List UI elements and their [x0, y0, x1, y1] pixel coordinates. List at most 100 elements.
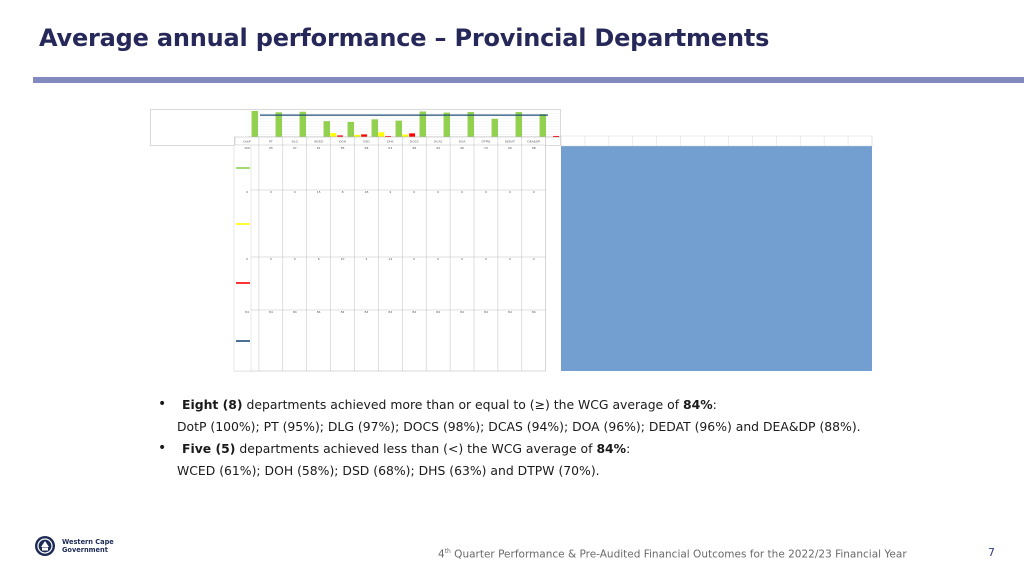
western-cape-crest-icon	[35, 536, 55, 556]
table-cell-s1-c8: 0	[437, 190, 439, 194]
table-cell-s3-c1: 84	[269, 310, 273, 314]
table-cell-s0-c1: 95	[269, 146, 273, 150]
bar-doh-s0	[347, 121, 355, 137]
footer-quarter: 4	[438, 548, 445, 561]
bar-wced-s1	[330, 133, 337, 137]
table-cell-s1-c7: 0	[413, 190, 415, 194]
table-cell-s0-c0: 100	[244, 146, 250, 150]
bar-dotp-s0	[251, 111, 259, 137]
page-title: Average annual performance – Provincial …	[39, 24, 770, 52]
bar-dhs-s0	[395, 120, 403, 137]
table-cell-s2-c9: 0	[461, 257, 463, 261]
bar-dlg-s0	[299, 111, 307, 137]
table-cell-s0-c6: 63	[388, 146, 392, 150]
category-label-dlg: DLG	[292, 140, 299, 144]
logo-line-2: Government	[62, 546, 108, 554]
category-label-dcas: DCAS	[434, 140, 442, 144]
performance-chart: DotP PT DLG WCED DOH DSD DHS DOCS DCAS DOA DTPW DED…	[150, 109, 873, 372]
table-cell-s0-c2: 97	[293, 146, 297, 150]
bullet-dot: •	[158, 396, 167, 412]
table-cell-s2-c6: 14	[388, 257, 392, 261]
bullet-colon: :	[712, 397, 717, 412]
bullet-below-average-list: WCED (61%); DOH (58%); DSD (68%); DHS (6…	[177, 463, 600, 478]
table-cell-s0-c5: 68	[365, 146, 369, 150]
table-cell-s2-c7: 0	[413, 257, 415, 261]
summary-bullets: • Eight (8) departments achieved more th…	[158, 394, 978, 482]
table-cell-s2-c2: 0	[294, 257, 296, 261]
table-cell-s1-c10: 0	[485, 190, 487, 194]
footer-description: Quarter Performance & Pre-Audited Financ…	[450, 548, 907, 561]
table-cell-s1-c3: 15	[317, 190, 321, 194]
table-cell-s3-c3: 84	[317, 310, 321, 314]
table-cell-s1-c1: 0	[270, 190, 272, 194]
table-cell-s2-c8: 0	[437, 257, 439, 261]
table-cell-s2-c10: 0	[485, 257, 487, 261]
category-label-doa: DOA	[459, 140, 467, 144]
table-cell-s2-c4: 10	[341, 257, 345, 261]
bullet-dot: •	[158, 440, 167, 456]
page-number: 7	[988, 546, 995, 559]
category-label-dtpw: DTPW	[481, 140, 490, 144]
bar-doh-s2	[361, 134, 368, 137]
blue-panel	[561, 146, 872, 371]
footer-text: 4th Quarter Performance & Pre-Audited Fi…	[438, 548, 907, 561]
category-label-dsd: DSD	[363, 140, 370, 144]
logo-text: Western Cape Government	[62, 538, 114, 554]
bullet-count: Eight (8)	[182, 397, 243, 412]
category-label-pt: PT	[269, 140, 273, 144]
table-cell-s0-c4: 58	[341, 146, 345, 150]
table-cell-s1-c9: 0	[461, 190, 463, 194]
bullet-colon: :	[626, 441, 631, 456]
table-cell-s1-c12: 0	[533, 190, 535, 194]
data-table	[234, 136, 547, 372]
bullet-text: departments achieved less than (<) the W…	[235, 441, 597, 456]
table-cell-s2-c3: 6	[318, 257, 320, 261]
category-label-dotp: DotP	[243, 140, 250, 144]
panel-header	[560, 135, 873, 147]
logo-line-1: Western Cape	[62, 538, 114, 546]
bullet-count: Five (5)	[182, 441, 236, 456]
table-cell-s1-c6: 9	[389, 190, 391, 194]
bar-wced-s0	[323, 121, 331, 137]
category-label-docs: DOCS	[410, 140, 419, 144]
table-cell-s3-c7: 84	[412, 310, 416, 314]
bar-dsd-s2	[385, 135, 392, 137]
footer-superscript: th	[444, 548, 451, 555]
table-cell-s1-c0: 0	[246, 190, 248, 194]
table-cell-s3-c0: 84	[245, 310, 249, 314]
bar-dhs-s2	[409, 133, 416, 137]
bullet-above-average-list: DotP (100%); PT (95%); DLG (97%); DOCS (…	[177, 419, 861, 434]
table-cell-s2-c5: 4	[365, 257, 367, 261]
table-cell-s3-c10: 84	[484, 310, 488, 314]
table-cell-s3-c5: 84	[365, 310, 369, 314]
table-cell-s1-c5: 18	[365, 190, 369, 194]
bar-dcas-s0	[443, 112, 451, 137]
bar-dsd-s0	[371, 119, 379, 137]
bar-doa-s0	[467, 112, 475, 137]
bar-docs-s0	[419, 111, 427, 137]
table-cell-s2-c0: 0	[246, 257, 248, 261]
table-cell-s0-c11: 96	[508, 146, 512, 150]
western-cape-logo: Western Cape Government	[34, 534, 114, 558]
bullet-average: 84%	[596, 441, 627, 456]
table-cell-s3-c12: 84	[532, 310, 536, 314]
bullet-average: 84%	[683, 397, 713, 412]
bar-deadp-s2	[553, 135, 560, 137]
table-cell-s2-c1: 0	[270, 257, 272, 261]
bar-dedat-s0	[515, 112, 523, 137]
category-label-dhs: DHS	[387, 140, 394, 144]
table-cell-s0-c8: 94	[436, 146, 440, 150]
table-cell-s3-c2: 84	[293, 310, 297, 314]
table-cell-s0-c3: 61	[317, 146, 321, 150]
bar-deadp-s0	[539, 114, 547, 137]
table-cell-s3-c9: 84	[460, 310, 464, 314]
bullet-below-average: • Five (5) departments achieved less tha…	[158, 438, 978, 460]
bullet-above-average: • Eight (8) departments achieved more th…	[158, 394, 978, 416]
legend-column	[233, 144, 252, 372]
bar-doh-s1	[354, 134, 361, 137]
bar-pt-s0	[275, 112, 283, 137]
table-cell-s0-c12: 88	[532, 146, 536, 150]
table-cell-s3-c6: 84	[388, 310, 392, 314]
table-cell-s1-c4: 8	[342, 190, 344, 194]
category-label-deadp: DEA&DP	[527, 140, 540, 144]
